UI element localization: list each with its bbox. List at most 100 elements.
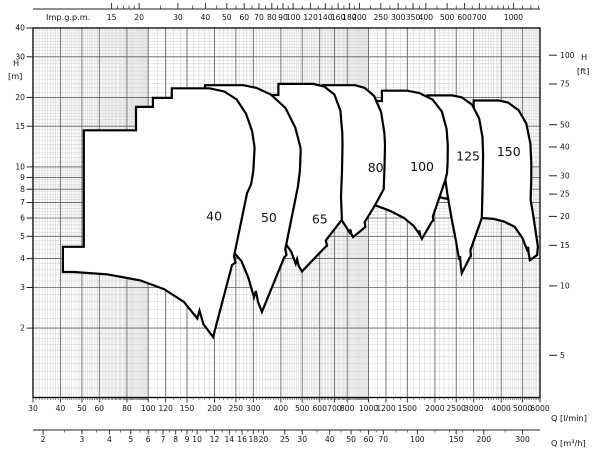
bottom-lmin-tick-label: 500 — [295, 404, 310, 413]
left-tick-label: 3 — [20, 283, 25, 292]
pump-envelopes — [61, 82, 540, 340]
bottom-lmin-tick-label: 400 — [274, 404, 289, 413]
right-tick-label: 15 — [560, 241, 570, 250]
top-tick-label: 60 — [239, 13, 249, 22]
bottom-lmin-tick-label: 40 — [56, 404, 66, 413]
top-tick-label: 160 — [331, 13, 346, 22]
right-tick-label: 75 — [560, 80, 570, 89]
bottom-m3h-tick-label: 50 — [346, 435, 356, 444]
left-tick-label: 40 — [15, 24, 25, 33]
right-tick-label: 25 — [560, 190, 570, 199]
bottom-lmin-tick-label: 150 — [180, 404, 195, 413]
bottom-lmin-tick-label: 50 — [77, 404, 87, 413]
left-tick-label: 10 — [15, 163, 25, 172]
bottom-lmin-tick-label: 30 — [28, 404, 38, 413]
bottom-m3h-tick-label: 12 — [210, 435, 220, 444]
bottom-m3h-tick-label: 30 — [297, 435, 307, 444]
bottom-lmin-tick-label: 60 — [94, 404, 104, 413]
left-axis-letter: H — [13, 58, 19, 68]
bottom-m3h-tick-label: 300 — [515, 435, 530, 444]
bottom-lmin-tick-label: 1000 — [359, 404, 378, 413]
top-tick-label: 180 — [342, 13, 357, 22]
envelope-label-50: 50 — [261, 210, 277, 225]
envelope-labels: 40 50 65 80 100 125 150 — [206, 144, 521, 227]
top-tick-label: 70 — [254, 13, 264, 22]
left-axis-unit-label: [m] — [8, 71, 22, 81]
bottom-lmin-tick-label: 1500 — [398, 404, 417, 413]
bottom-lmin-tick-label: 200 — [207, 404, 222, 413]
top-tick-label: 250 — [374, 13, 389, 22]
bottom-lmin-tick-label: 1200 — [376, 404, 395, 413]
right-tick-label: 30 — [560, 171, 570, 180]
right-tick-label: 10 — [560, 282, 570, 291]
bottom-lmin-tick-label: 3000 — [464, 404, 483, 413]
bottom-lmin-tick-label: 250 — [229, 404, 244, 413]
bottom-lmin-tick-label: 2000 — [425, 404, 444, 413]
bottom-lmin-tick-label: 300 — [246, 404, 261, 413]
top-tick-label: 90 — [278, 13, 288, 22]
bottom-m3h-tick-label: 200 — [477, 435, 492, 444]
bottom-axis-m3h-unit-label: Q [m³/h] — [551, 438, 586, 448]
bottom-m3h-tick-label: 100 — [410, 435, 425, 444]
left-tick-label: 5 — [20, 232, 25, 241]
left-tick-label: 2 — [20, 324, 25, 333]
bottom-m3h-tick-label: 20 — [259, 435, 269, 444]
top-tick-label: 30 — [173, 13, 183, 22]
bottom-lmin-tick-label: 120 — [158, 404, 173, 413]
right-tick-label: 100 — [560, 51, 575, 60]
top-tick-label: 600 — [457, 13, 472, 22]
bottom-lmin-tick-label: 600 — [312, 404, 327, 413]
right-axis-unit-label: [ft] — [577, 66, 589, 76]
bottom-m3h-tick-label: 150 — [449, 435, 464, 444]
left-tick-label: 30 — [15, 52, 25, 61]
right-axis-letter: H — [581, 52, 587, 62]
left-tick-label: 20 — [15, 93, 25, 102]
top-tick-label: 50 — [222, 13, 232, 22]
top-tick-label: 40 — [201, 13, 211, 22]
bottom-m3h-tick-label: 70 — [378, 435, 388, 444]
envelope-label-40: 40 — [206, 208, 222, 223]
top-tick-label: 15 — [107, 13, 117, 22]
bottom-lmin-tick-label: 100 — [141, 404, 156, 413]
top-tick-label: 20 — [134, 13, 144, 22]
left-tick-label: 6 — [20, 214, 25, 223]
bottom-lmin-tick-label: 80 — [122, 404, 132, 413]
left-tick-label: 8 — [20, 185, 25, 194]
bottom-m3h-tick-label: 18 — [248, 435, 258, 444]
top-tick-label: 80 — [267, 13, 277, 22]
bottom-lmin-tick-label: 800 — [340, 404, 355, 413]
left-tick-label: 15 — [15, 122, 25, 131]
top-tick-label: 120 — [303, 13, 318, 22]
bottom-m3h-tick-label: 16 — [237, 435, 247, 444]
bottom-m3h-tick-label: 2 — [41, 435, 46, 444]
right-tick-label: 5 — [560, 351, 565, 360]
bottom-m3h-tick-label: 14 — [224, 435, 234, 444]
right-tick-label: 20 — [560, 212, 570, 221]
top-tick-label: 500 — [440, 13, 455, 22]
top-axis-unit-label: Imp.g.p.m. — [46, 12, 90, 22]
bottom-m3h-tick-label: 3 — [79, 435, 84, 444]
bottom-m3h-tick-label: 4 — [107, 435, 112, 444]
envelope-40 — [61, 87, 256, 340]
left-tick-label: 7 — [20, 198, 25, 207]
top-tick-label: 700 — [472, 13, 487, 22]
bottom-m3h-tick-label: 60 — [364, 435, 374, 444]
bottom-lmin-tick-label: 700 — [327, 404, 342, 413]
bottom-m3h-tick-label: 25 — [280, 435, 290, 444]
left-tick-label: 4 — [20, 254, 25, 263]
bottom-axis-lmin-unit-label: Q [l/min] — [551, 413, 587, 423]
right-tick-label: 40 — [560, 143, 570, 152]
top-tick-label: 140 — [318, 13, 333, 22]
bottom-m3h-tick-label: 9 — [185, 435, 190, 444]
bottom-m3h-tick-label: 6 — [146, 435, 151, 444]
left-tick-label: 9 — [20, 173, 25, 182]
top-tick-label: 300 — [391, 13, 406, 22]
envelope-label-80: 80 — [368, 160, 384, 175]
top-tick-label: 100 — [286, 13, 301, 22]
bottom-lmin-tick-label: 6000 — [530, 404, 549, 413]
bottom-lmin-tick-label: 4000 — [492, 404, 511, 413]
envelope-label-65: 65 — [312, 212, 328, 227]
bottom-lmin-tick-label: 2500 — [447, 404, 466, 413]
